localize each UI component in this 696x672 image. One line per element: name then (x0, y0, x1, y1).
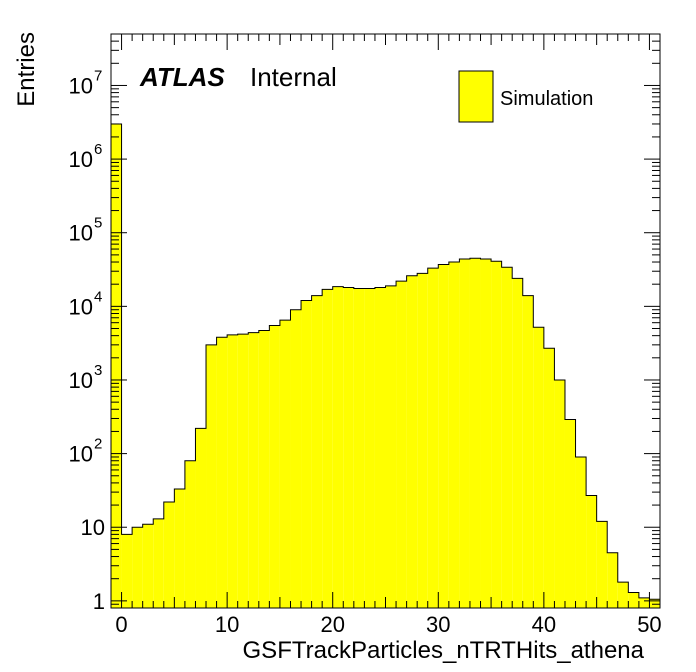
legend: Simulation (458, 70, 593, 123)
histogram-bar (512, 278, 523, 608)
histogram-bar (163, 502, 175, 608)
histogram-bar (596, 521, 608, 608)
histogram-bar (501, 267, 513, 608)
histogram-bar (322, 289, 333, 608)
y-tick-label: 10 (69, 368, 93, 393)
histogram-bar (206, 344, 217, 608)
histogram-bar (121, 534, 133, 608)
histogram-bar (427, 268, 439, 608)
y-tick-label: 10 (69, 221, 93, 246)
y-tick-label: 1 (93, 589, 105, 614)
histogram-bar (153, 518, 164, 608)
histogram-bar (216, 337, 228, 608)
histogram-bar (480, 258, 492, 608)
histogram-bar (543, 348, 555, 608)
histogram-bar (258, 330, 270, 608)
histogram-bar (459, 258, 470, 608)
y-tick-label: 10 (69, 73, 93, 98)
legend-entry-label: Simulation (500, 88, 593, 110)
histogram-bar (586, 495, 597, 608)
histogram-bar (533, 327, 544, 608)
histogram-bar (374, 287, 386, 608)
histogram-bar (174, 489, 185, 608)
atlas-label: ATLAS (139, 62, 225, 92)
y-tick-label: 10 (69, 294, 93, 319)
histogram-bar (353, 288, 365, 608)
histogram-bar (448, 262, 460, 608)
histogram-bar (195, 428, 207, 608)
histogram-bar (522, 295, 534, 608)
histogram-bar (438, 264, 449, 608)
histogram-bar (649, 599, 660, 608)
histogram-bar (364, 288, 375, 608)
histogram-bars (110, 123, 661, 608)
y-tick-exponent: 3 (94, 362, 102, 379)
x-tick-label: 40 (532, 612, 556, 637)
histogram-bar (237, 334, 249, 608)
histogram-outline (110, 123, 661, 608)
histogram-bar (469, 258, 481, 608)
x-tick-label: 50 (637, 612, 661, 637)
histogram-bar (343, 287, 354, 608)
x-axis-title: GSFTrackParticles_nTRTHits_athena (243, 637, 645, 664)
histogram-bar (132, 527, 143, 608)
x-tick-label: 20 (320, 612, 344, 637)
histogram-bar (269, 325, 280, 608)
y-tick-exponent: 2 (94, 436, 102, 453)
histogram-bar (248, 332, 259, 608)
histogram-bar (311, 295, 323, 608)
histogram-bar (290, 309, 302, 608)
y-tick-label: 10 (69, 147, 93, 172)
histogram-bar (184, 460, 196, 608)
y-tick-label: 10 (69, 442, 93, 467)
histogram-bar (396, 281, 407, 608)
histogram-bar (332, 286, 344, 608)
y-tick-exponent: 6 (94, 141, 102, 158)
y-tick-exponent: 5 (94, 215, 102, 232)
histogram-bar (111, 123, 122, 608)
histogram-bar (564, 419, 576, 608)
y-tick-exponent: 7 (94, 67, 102, 84)
histogram-bar (417, 273, 428, 608)
histogram-bar (628, 592, 639, 608)
axis-ticks (110, 33, 661, 609)
histogram-bar (638, 597, 650, 608)
status-label: Internal (250, 62, 337, 92)
histogram-bar (575, 456, 587, 608)
histogram-bar (607, 552, 618, 608)
y-axis-title: Entries (13, 32, 40, 107)
y-tick-label: 10 (81, 515, 105, 540)
x-tick-label: 10 (215, 612, 239, 637)
histogram-bar (385, 285, 397, 608)
histogram-bar (554, 379, 565, 608)
histogram-bar (406, 275, 418, 608)
histogram-bar (279, 320, 291, 608)
x-tick-label: 0 (115, 612, 127, 637)
histogram-bar (491, 261, 502, 608)
x-tick-label: 30 (426, 612, 450, 637)
y-tick-exponent: 4 (94, 288, 102, 305)
histogram-bar (227, 334, 238, 608)
legend-swatch (458, 70, 494, 123)
histogram-bar (617, 582, 629, 608)
histogram-bar (301, 300, 312, 608)
histogram-bar (142, 524, 154, 608)
